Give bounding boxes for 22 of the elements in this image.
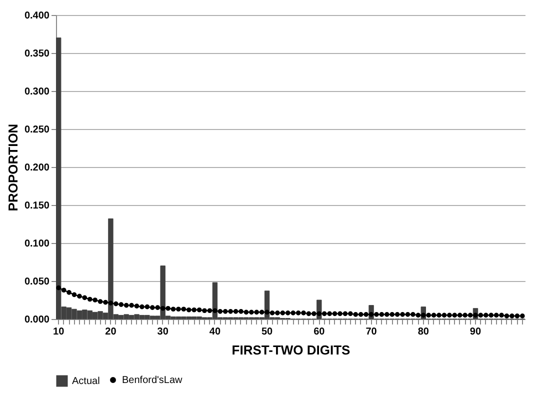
x-tick-label: 90 <box>470 326 482 338</box>
y-tick-label: 0.000 <box>24 314 50 326</box>
y-tick-label: 0.150 <box>24 200 50 212</box>
y-tick-label: 0.400 <box>24 10 50 22</box>
x-axis-title: FIRST-TWO DIGITS <box>232 342 351 358</box>
y-tick-label: 0.050 <box>24 276 50 288</box>
y-tick-label: 0.100 <box>24 238 50 250</box>
x-tick-label: 40 <box>209 326 221 338</box>
y-tick-label: 0.300 <box>24 86 50 98</box>
x-tick-label: 20 <box>105 326 117 338</box>
legend-label: Benford'sLaw <box>122 375 184 386</box>
y-axis-title: PROPORTION <box>5 124 20 212</box>
x-tick-label: 50 <box>261 326 274 338</box>
y-tick-label: 0.350 <box>24 48 50 60</box>
x-tick-label: 60 <box>314 326 326 338</box>
x-tick-label: 30 <box>157 326 169 338</box>
legend-label: Actual <box>72 376 100 387</box>
x-tick-label: 80 <box>418 326 430 338</box>
y-tick-label: 0.250 <box>24 124 50 136</box>
x-tick-label: 70 <box>366 326 378 338</box>
y-tick-label: 0.200 <box>24 162 50 174</box>
x-tick-label: 10 <box>53 326 65 338</box>
